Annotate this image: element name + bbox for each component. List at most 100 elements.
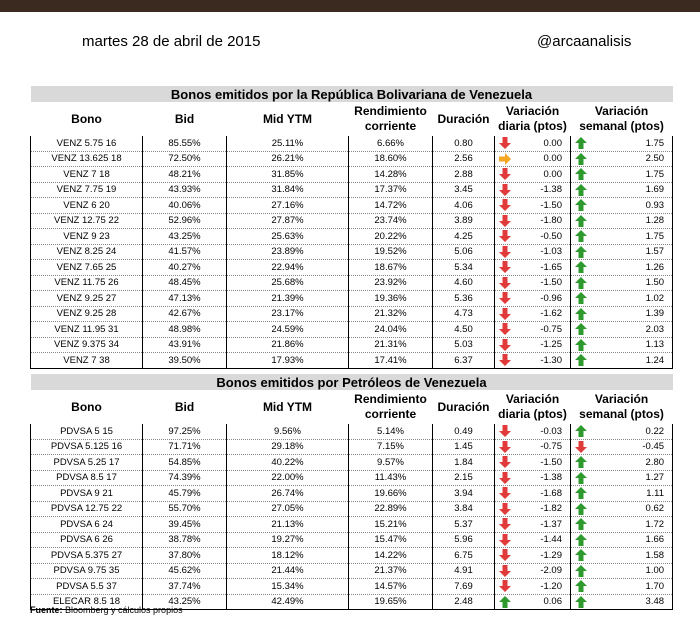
variation-value: -1.50 xyxy=(540,199,562,211)
col-header-variacion-diaria: Variación diaria (ptos) xyxy=(494,390,571,424)
cell-variacion-semanal: 1.66 xyxy=(569,532,674,548)
arrow-up-icon xyxy=(575,518,587,530)
arrow-down-icon xyxy=(499,323,511,335)
cell-variacion-semanal: 0.62 xyxy=(569,501,674,517)
variation-value: 3.48 xyxy=(645,596,665,608)
cell-rendimiento: 9.57% xyxy=(348,454,433,471)
col-header-variacion-semanal: Variación semanal (ptos) xyxy=(570,390,673,424)
cell-bono: PDVSA 5.375 27 xyxy=(30,547,143,564)
arrow-up-icon xyxy=(575,292,587,304)
arrow-down-icon xyxy=(499,292,511,304)
variation-value: -1.20 xyxy=(540,580,562,592)
cell-bono: VENZ 9 23 xyxy=(30,228,143,245)
cell-variacion-diaria: -1.65 xyxy=(494,259,571,276)
cell-rendimiento: 19.36% xyxy=(348,290,433,307)
cell-variacion-semanal: 1.69 xyxy=(569,182,674,198)
cell-variacion-semanal: -0.45 xyxy=(569,439,674,455)
arrow-up-icon xyxy=(575,245,587,258)
variation-value: 1.02 xyxy=(645,292,665,304)
table-row: VENZ 11.95 31 48.98% 24.59% 24.04% 4.50 -0.75… xyxy=(30,321,674,338)
cell-mid-ytm: 23.89% xyxy=(226,244,349,260)
cell-variacion-diaria: -0.03 xyxy=(494,424,571,440)
cell-duracion: 6.75 xyxy=(432,547,495,564)
cell-duracion: 4.73 xyxy=(432,306,495,322)
cell-mid-ytm: 21.44% xyxy=(226,563,349,579)
arrow-down-icon xyxy=(499,230,511,242)
cell-variacion-semanal: 1.57 xyxy=(569,244,674,260)
cell-mid-ytm: 24.59% xyxy=(226,321,349,338)
cell-bid: 42.67% xyxy=(142,306,227,322)
cell-duracion: 2.48 xyxy=(432,594,495,610)
arrow-up-icon xyxy=(499,595,511,608)
cell-duracion: 4.06 xyxy=(432,197,495,214)
cell-rendimiento: 20.22% xyxy=(348,228,433,245)
cell-mid-ytm: 25.68% xyxy=(226,275,349,291)
cell-variacion-semanal: 1.72 xyxy=(569,516,674,533)
cell-duracion: 4.25 xyxy=(432,228,495,245)
table-row: PDVSA 5.25 17 54.85% 40.22% 9.57% 1.84 -1.50 2… xyxy=(30,454,674,471)
table-row: PDVSA 8.5 17 74.39% 22.00% 11.43% 2.15 -1.38 1… xyxy=(30,470,674,486)
cell-bid: 48.21% xyxy=(142,166,227,183)
col-header-bid: Bid xyxy=(142,102,227,136)
cell-bid: 52.96% xyxy=(142,213,227,229)
cell-bono: PDVSA 5 15 xyxy=(30,424,143,440)
cell-rendimiento: 19.66% xyxy=(348,485,433,502)
variation-value: 1.66 xyxy=(645,534,665,546)
cell-rendimiento: 15.21% xyxy=(348,516,433,533)
cell-variacion-semanal: 0.22 xyxy=(569,424,674,440)
col-header-duracion: Duración xyxy=(432,390,495,424)
cell-bono: PDVSA 5.5 37 xyxy=(30,578,143,595)
cell-mid-ytm: 21.13% xyxy=(226,516,349,533)
arrow-up-icon xyxy=(575,595,587,608)
variation-value: 0.62 xyxy=(645,503,665,515)
cell-rendimiento: 21.31% xyxy=(348,337,433,353)
col-header-variacion-diaria: Variación diaria (ptos) xyxy=(494,102,571,136)
cell-duracion: 4.91 xyxy=(432,563,495,579)
arrow-down-icon xyxy=(499,276,511,289)
table-row: VENZ 7.75 19 43.93% 31.84% 17.37% 3.45 -1.38 1… xyxy=(30,182,674,198)
cell-variacion-diaria: -1.30 xyxy=(494,352,571,369)
table-row: VENZ 13.625 18 72.50% 26.21% 18.60% 2.56 0.00… xyxy=(30,151,674,167)
cell-rendimiento: 5.14% xyxy=(348,424,433,440)
variation-value: 1.57 xyxy=(645,246,665,258)
arrow-flat-icon xyxy=(499,152,511,165)
venezuela-bonds-table: Bonos emitidos por la República Bolivari… xyxy=(30,86,674,369)
variation-value: 0.00 xyxy=(543,153,563,165)
variation-value: 1.69 xyxy=(645,184,665,196)
cell-variacion-semanal: 1.00 xyxy=(569,563,674,579)
cell-bono: VENZ 9.25 28 xyxy=(30,306,143,322)
cell-rendimiento: 7.15% xyxy=(348,439,433,455)
cell-rendimiento: 17.37% xyxy=(348,182,433,198)
cell-bid: 48.98% xyxy=(142,321,227,338)
cell-variacion-diaria: -1.62 xyxy=(494,306,571,322)
col-header-duracion: Duración xyxy=(432,102,495,136)
arrow-down-icon xyxy=(499,168,511,180)
table-row: PDVSA 12.75 22 55.70% 27.05% 22.89% 3.84 -1.8… xyxy=(30,501,674,517)
cell-mid-ytm: 25.11% xyxy=(226,136,349,152)
cell-bid: 43.25% xyxy=(142,228,227,245)
table-row: PDVSA 5 15 97.25% 9.56% 5.14% 0.49 -0.03 0.22 xyxy=(30,424,674,440)
cell-bid: 97.25% xyxy=(142,424,227,440)
cell-variacion-diaria: -0.50 xyxy=(494,228,571,245)
cell-variacion-diaria: -0.96 xyxy=(494,290,571,307)
variation-value: 1.26 xyxy=(645,261,665,273)
table-row: VENZ 5.75 16 85.55% 25.11% 6.66% 0.80 0.00 1.7… xyxy=(30,136,674,152)
cell-bid: 40.06% xyxy=(142,197,227,214)
cell-variacion-diaria: -1.44 xyxy=(494,532,571,548)
cell-duracion: 5.36 xyxy=(432,290,495,307)
cell-duracion: 3.89 xyxy=(432,213,495,229)
source-footnote: Fuente: Bloomberg y cálculos propios xyxy=(30,605,183,615)
variation-value: 0.22 xyxy=(645,425,665,437)
cell-rendimiento: 19.52% xyxy=(348,244,433,260)
cell-variacion-diaria: -2.09 xyxy=(494,563,571,579)
arrow-up-icon xyxy=(575,214,587,227)
variation-value: -0.45 xyxy=(642,441,665,453)
cell-mid-ytm: 21.86% xyxy=(226,337,349,353)
arrow-down-icon xyxy=(499,533,511,546)
cell-bono: VENZ 9.375 34 xyxy=(30,337,143,353)
author-handle: @arcaanalisis xyxy=(537,33,632,50)
cell-duracion: 1.84 xyxy=(432,454,495,471)
cell-rendimiento: 23.92% xyxy=(348,275,433,291)
col-header-bid: Bid xyxy=(142,390,227,424)
cell-variacion-semanal: 1.28 xyxy=(569,213,674,229)
